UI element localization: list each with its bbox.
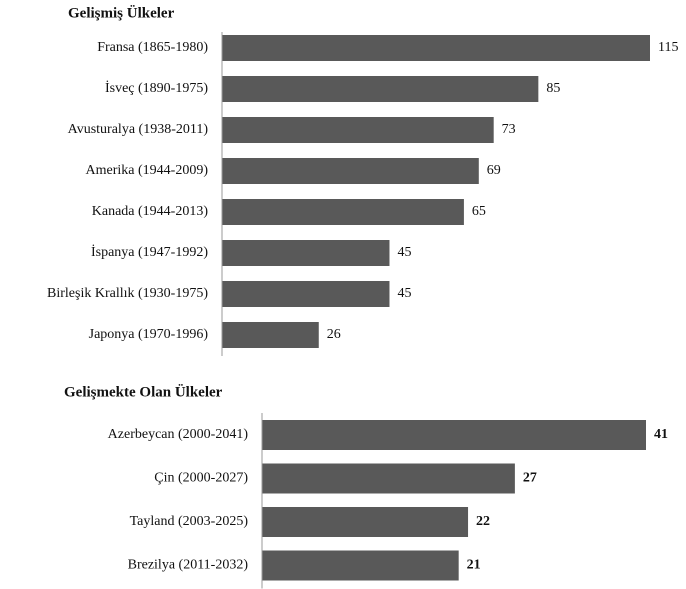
- bar: [222, 199, 464, 225]
- value-label: 69: [487, 163, 501, 178]
- value-label: 115: [658, 40, 678, 55]
- bar: [262, 420, 646, 450]
- category-label: Kanada (1944-2013): [92, 204, 209, 219]
- bar: [222, 281, 390, 307]
- category-label: Avusturalya (1938-2011): [68, 122, 209, 137]
- category-label: Azerbeycan (2000-2041): [108, 427, 249, 442]
- category-label: Japonya (1970-1996): [89, 327, 209, 342]
- category-label: Fransa (1865-1980): [97, 40, 208, 55]
- category-label: Tayland (2003-2025): [130, 514, 249, 529]
- bar: [222, 117, 494, 143]
- value-label: 41: [654, 427, 668, 442]
- value-label: 22: [476, 514, 490, 529]
- category-label: İspanya (1947-1992): [91, 244, 208, 260]
- value-label: 21: [467, 558, 481, 573]
- bar: [262, 507, 469, 537]
- category-label: Amerika (1944-2009): [86, 163, 209, 178]
- bar: [262, 463, 515, 494]
- value-label: 45: [397, 245, 411, 260]
- value-label: 85: [546, 81, 560, 96]
- category-label: İsveç (1890-1975): [105, 80, 208, 96]
- value-label: 45: [397, 286, 411, 301]
- category-label: Çin (2000-2027): [154, 471, 248, 486]
- bar: [222, 76, 539, 102]
- value-label: 73: [502, 122, 516, 137]
- bar: [262, 550, 459, 581]
- bar: [222, 322, 319, 348]
- category-label: Brezilya (2011-2032): [128, 558, 249, 573]
- bar: [222, 240, 390, 266]
- chart-title: Gelişmekte Olan Ülkeler: [64, 383, 223, 400]
- bar: [222, 35, 650, 61]
- value-label: 27: [523, 471, 537, 486]
- bar: [222, 158, 479, 184]
- value-label: 65: [472, 204, 486, 219]
- category-label: Birleşik Krallık (1930-1975): [47, 286, 208, 301]
- chart-title: Gelişmiş Ülkeler: [68, 4, 175, 21]
- value-label: 26: [327, 327, 341, 342]
